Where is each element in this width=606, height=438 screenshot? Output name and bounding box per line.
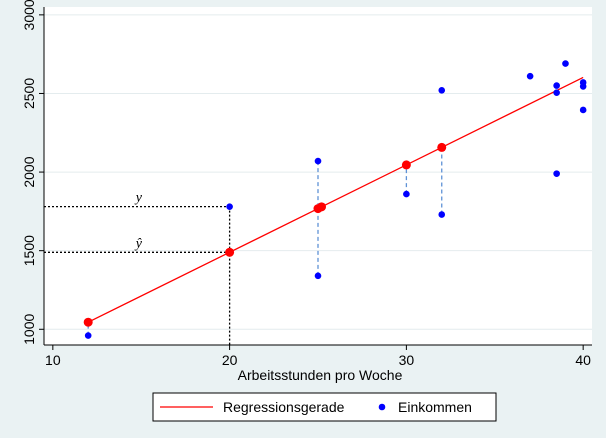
data-point-11 xyxy=(562,60,569,67)
data-point-13 xyxy=(579,83,587,90)
fitted-point-0 xyxy=(83,317,93,327)
regression-line-path xyxy=(87,76,584,323)
data-point-4 xyxy=(403,190,410,198)
fitted-points xyxy=(83,142,447,327)
data-point-6 xyxy=(438,211,446,218)
fitted-point-5 xyxy=(437,142,447,152)
y-tick-label-3000: 3000 xyxy=(21,0,37,30)
y-tick-label-2500: 2500 xyxy=(21,78,37,109)
x-tick-label-20: 20 xyxy=(222,352,238,368)
x-tick-label-40: 40 xyxy=(575,352,591,368)
data-point-5 xyxy=(438,87,446,94)
legend: Regressionsgerade Einkommen xyxy=(152,392,497,422)
regression-line xyxy=(87,76,584,323)
fitted-point-4 xyxy=(401,160,411,170)
legend-marker-einkommen xyxy=(378,403,386,411)
data-point-3 xyxy=(314,272,322,280)
data-point-8 xyxy=(553,82,560,89)
data-point-10 xyxy=(553,170,560,177)
data-point-0 xyxy=(84,332,92,339)
x-axis-title: Arbeitsstunden pro Woche xyxy=(238,367,403,383)
data-point-14 xyxy=(579,106,587,114)
observed-points xyxy=(84,60,587,339)
data-point-2 xyxy=(314,157,322,165)
grid xyxy=(44,14,592,330)
legend-label-einkommen: Einkommen xyxy=(398,399,472,415)
y-tick-label-1000: 1000 xyxy=(21,313,37,344)
data-point-1 xyxy=(226,203,233,210)
axes: 10 20 30 40 1000 1500 2000 2500 3000 xyxy=(21,0,592,368)
y-tick-label-1500: 1500 xyxy=(21,235,37,266)
legend-label-regression: Regressionsgerade xyxy=(223,399,345,415)
fitted-point-3 xyxy=(317,202,327,212)
y-tick-label-2000: 2000 xyxy=(21,156,37,187)
annotation: yŷ xyxy=(44,191,231,345)
x-tick-label-30: 30 xyxy=(399,352,415,368)
y-label: y xyxy=(134,191,143,206)
x-tick-label-10: 10 xyxy=(45,352,61,368)
data-point-7 xyxy=(526,72,534,80)
fitted-point-1 xyxy=(225,247,235,257)
data-point-9 xyxy=(553,89,560,96)
yhat-label: ŷ xyxy=(134,236,143,251)
